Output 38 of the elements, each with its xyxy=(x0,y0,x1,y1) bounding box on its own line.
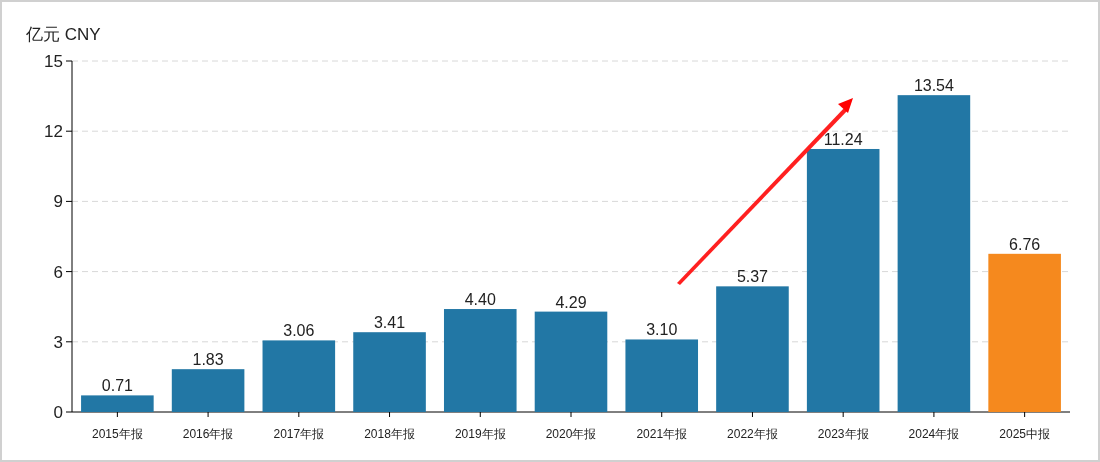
x-tick-label: 2020年报 xyxy=(545,427,597,441)
y-tick-label: 15 xyxy=(44,52,63,71)
data-label: 4.40 xyxy=(464,291,496,309)
x-tick-label: 2016年报 xyxy=(182,427,234,441)
data-label: 11.24 xyxy=(823,130,863,148)
data-label: 1.83 xyxy=(192,351,224,369)
y-tick-label: 3 xyxy=(53,332,63,352)
x-tick-label: 2019年报 xyxy=(454,427,506,441)
y-axis-title: 亿元 CNY xyxy=(25,25,101,44)
x-tick-label: 2023年报 xyxy=(817,427,869,441)
x-tick-label: 2022年报 xyxy=(727,427,778,441)
data-label: 3.06 xyxy=(283,322,315,340)
x-tick-label: 2017年报 xyxy=(273,427,325,441)
x-tick-label: 2025中报 xyxy=(999,427,1050,441)
bar xyxy=(625,339,699,412)
data-label: 4.29 xyxy=(555,293,587,311)
x-tick-label: 2018年报 xyxy=(364,427,415,441)
data-label: 13.54 xyxy=(913,77,955,95)
y-tick-label: 9 xyxy=(53,192,63,212)
y-tick-label: 0 xyxy=(53,403,63,422)
bar xyxy=(988,253,1061,412)
data-label: 0.71 xyxy=(101,377,134,395)
x-tick-label: 2021年报 xyxy=(636,427,688,441)
y-tick-label: 6 xyxy=(53,262,63,282)
data-label: 6.76 xyxy=(1009,235,1041,253)
bar xyxy=(81,395,154,412)
bar xyxy=(353,332,426,412)
y-tick-label: 12 xyxy=(44,122,63,142)
data-label: 3.41 xyxy=(373,314,406,332)
bar xyxy=(262,340,336,412)
x-tick-label: 2024年报 xyxy=(908,427,960,441)
bar xyxy=(443,309,517,412)
data-label: 3.10 xyxy=(646,321,678,339)
data-label: 5.37 xyxy=(736,268,769,286)
bar xyxy=(171,369,245,412)
bar xyxy=(534,311,608,412)
x-tick-label: 2015年报 xyxy=(92,427,143,441)
bar xyxy=(897,95,971,412)
